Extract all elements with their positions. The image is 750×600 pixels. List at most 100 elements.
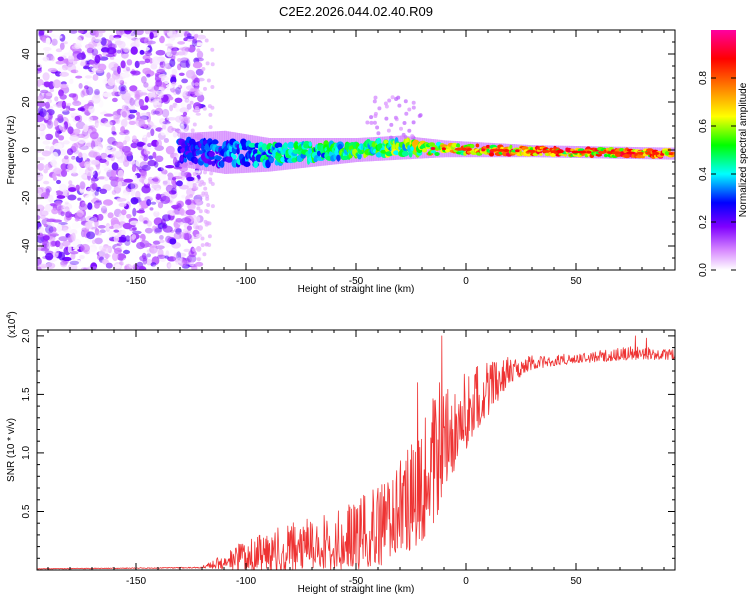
spectrogram-cell	[102, 78, 108, 85]
spectrogram-cell	[430, 147, 436, 150]
spectrogram-cell	[208, 112, 213, 117]
spectrogram-cell	[60, 163, 67, 171]
spectrogram-cell	[130, 181, 135, 191]
spectrogram-cell	[110, 186, 118, 192]
chart-title: C2E2.2026.044.02.40.R09	[279, 4, 433, 19]
spectrogram-cell	[195, 225, 200, 230]
spectrogram-cell	[418, 113, 423, 118]
spectrogram-cell	[75, 121, 86, 130]
spectrogram-cell	[95, 122, 106, 128]
spectrogram-cell	[73, 128, 81, 134]
spectrogram-cell	[176, 257, 183, 263]
spectrogram-cell	[69, 78, 74, 85]
spectrogram-cell	[88, 116, 93, 122]
spectrogram-cell	[122, 68, 132, 73]
spectrogram-cell	[124, 135, 131, 142]
spectrogram-cell	[45, 37, 51, 45]
spectrogram-cell	[106, 47, 117, 55]
spectrogram-cell	[171, 187, 177, 195]
spectrogram-cell	[129, 220, 140, 226]
spectrogram-cell	[155, 193, 162, 200]
spectrogram-cell	[131, 164, 137, 173]
spectrogram-cell	[75, 67, 82, 75]
spectrogram-cell	[141, 76, 147, 84]
spectrogram-cell	[78, 138, 86, 144]
spectrogram-cell	[121, 72, 130, 78]
spectrogram-cell	[166, 232, 175, 239]
spectrogram-cell	[461, 147, 468, 151]
spectrogram-cell	[43, 168, 48, 174]
spectrogram-cell	[120, 60, 126, 69]
spectrogram-cell	[407, 107, 412, 112]
spectrogram-cell	[146, 249, 152, 254]
spectrogram-cell	[124, 30, 132, 35]
spectrogram-cell	[200, 236, 205, 241]
spectrogram-cell	[200, 243, 205, 248]
spectrogram-cell	[77, 30, 84, 34]
spectrogram-cell	[37, 188, 42, 195]
spectrogram-cell	[139, 49, 145, 55]
spectrogram-cell	[50, 55, 55, 62]
spectrogram-cells	[37, 30, 675, 270]
spectrogram-cell	[69, 229, 78, 235]
spectrogram-cell	[37, 235, 45, 244]
spectrogram-cell	[173, 253, 178, 263]
spectrogram-cell	[197, 77, 205, 82]
spectrogram-cell	[212, 139, 218, 144]
spectrogram-cell	[50, 240, 58, 247]
spectrogram-cell	[182, 111, 188, 117]
spectrogram-cell	[37, 215, 41, 221]
snr-x-ticks: -150 -100 -50 0 50	[47, 330, 665, 587]
y-tick-label: 40	[21, 48, 32, 60]
spectrogram-cell	[153, 210, 160, 218]
spectrogram-cell	[175, 241, 180, 249]
spectrogram-cell	[159, 118, 166, 125]
colorbar-tick-label: 0.8	[698, 71, 709, 85]
y-tick-label: 1.0	[21, 446, 32, 460]
spectrogram-cell	[389, 122, 394, 127]
spectrogram-cell	[68, 93, 77, 98]
spectrogram-cell	[97, 63, 107, 71]
spectrogram-cell	[637, 151, 644, 155]
spectrogram-cell	[162, 60, 169, 68]
spectrogram-cell	[71, 167, 77, 175]
spectrogram-cell	[69, 112, 79, 117]
spectrogram-cell	[170, 212, 175, 216]
spectrogram-cell	[116, 197, 124, 203]
spectrogram-cell	[173, 252, 179, 256]
spectrogram-cell	[63, 203, 73, 211]
spectrogram-cell	[55, 48, 63, 53]
spectrogram-cell	[123, 129, 130, 135]
spectrogram-cell	[60, 126, 67, 133]
spectrogram-cell	[166, 117, 177, 121]
spectrogram-cell	[130, 104, 135, 111]
spectrogram-cell	[47, 30, 53, 33]
spectrogram-cell	[134, 30, 144, 36]
spectrogram-cell	[195, 106, 199, 110]
spectrogram-cell	[44, 150, 54, 155]
spectrogram-cell	[132, 135, 137, 142]
spectrogram-cell	[139, 208, 145, 212]
spectrogram-cell	[488, 152, 495, 157]
spectrogram-cell	[60, 211, 65, 217]
spectrogram-cell	[128, 114, 135, 119]
spectrogram-cell	[157, 167, 164, 172]
spectrogram-cell	[122, 140, 127, 145]
spectrogram-cell	[100, 153, 108, 160]
spectrogram-cell	[174, 97, 183, 104]
spectrogram-cell	[155, 49, 166, 56]
spectrogram-cell	[105, 147, 111, 156]
snr-scale-label: (x104)	[6, 311, 18, 338]
spectrogram-cell	[135, 38, 141, 45]
spectrogram-cell	[112, 84, 118, 93]
spectrogram-cell	[42, 235, 50, 241]
spectrogram-cell	[179, 231, 185, 240]
spectrogram-cell	[97, 30, 106, 34]
spectrogram-cell	[121, 229, 126, 236]
spectrogram-cell	[208, 177, 213, 182]
spectrogram-cell	[198, 182, 203, 187]
spectrogram-cell	[283, 142, 288, 150]
spectrogram-cell	[141, 164, 151, 171]
spectrogram-y-label: Frequency (Hz)	[6, 116, 17, 185]
spectrogram-cell	[110, 153, 115, 162]
